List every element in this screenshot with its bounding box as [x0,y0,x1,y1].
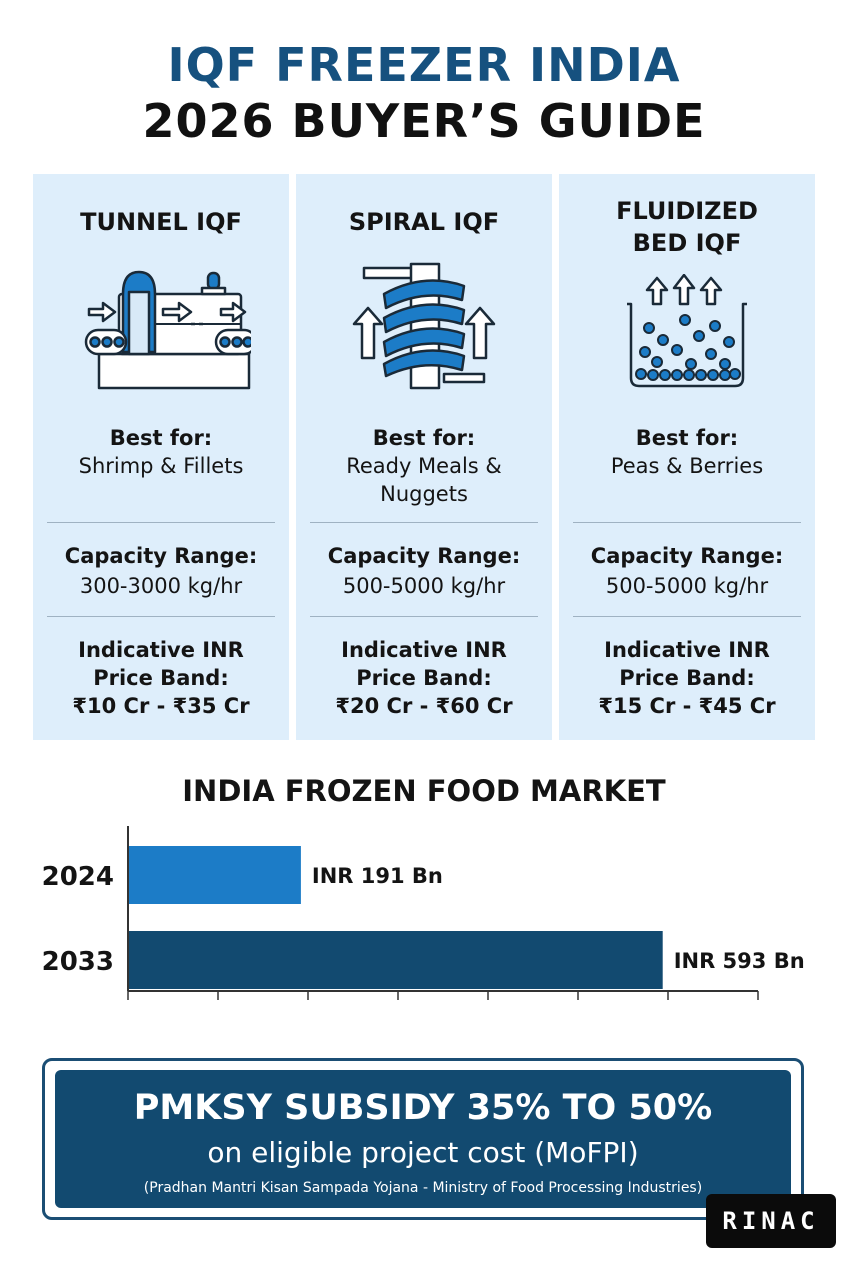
bar-2024 [129,846,301,904]
tunnel-freezer-icon [71,264,258,404]
capacity-label: Capacity Range: [327,544,521,568]
card-fluidized-bed-iqf: FLUIDIZED BED IQF Best for: Peas & Berri… [559,174,815,740]
subsidy-banner-panel: PMKSY SUBSIDY 35% TO 50% on eligible pro… [55,1070,791,1208]
spiral-freezer-icon [334,258,514,398]
title-line-2: 2026 BUYER’S GUIDE [142,94,706,148]
capacity-value: 500-5000 kg/hr [605,574,769,598]
subsidy-banner: PMKSY SUBSIDY 35% TO 50% on eligible pro… [42,1058,804,1220]
best-for-label: Best for: [372,426,476,450]
price-label-line-2: Price Band: [619,666,755,690]
price-label-line-1: Indicative INR [78,638,244,662]
divider [573,522,801,523]
divider [573,616,801,617]
divider [310,616,538,617]
value-label-2024: INR 191 Bn [312,864,443,888]
subsidy-subline: on eligible project cost (MoFPI) [207,1136,639,1169]
divider [310,522,538,523]
category-label-2033: 2033 [42,947,114,977]
best-for-label: Best for: [635,426,739,450]
card-title: SPIRAL IQF [348,208,500,236]
divider [47,522,275,523]
price-label-line-2: Price Band: [93,666,229,690]
subsidy-headline: PMKSY SUBSIDY 35% TO 50% [133,1088,713,1128]
price-value: ₹20 Cr - ₹60 Cr [335,694,513,718]
price-value: ₹15 Cr - ₹45 Cr [598,694,776,718]
capacity-label: Capacity Range: [64,544,258,568]
price-label-line-2: Price Band: [356,666,492,690]
card-title-line-2: BED IQF [632,229,742,257]
price-label-line-1: Indicative INR [341,638,507,662]
card-title-line-1: FLUIDIZED [616,197,758,225]
best-for-value: Peas & Berries [610,454,764,478]
subsidy-note: (Pradhan Mantri Kisan Sampada Yojana - M… [143,1180,703,1196]
category-label-2024: 2024 [42,862,114,892]
card-title: TUNNEL IQF [80,208,242,236]
best-for-value-line-2: Nuggets [380,482,468,506]
value-label-2033: INR 593 Bn [674,949,805,973]
capacity-value: 300-3000 kg/hr [79,574,243,598]
card-tunnel-iqf: TUNNEL IQF [33,174,289,740]
chart-title: INDIA FROZEN FOOD MARKET [182,774,666,808]
divider [47,616,275,617]
capacity-value: 500-5000 kg/hr [342,574,506,598]
bar-2033 [129,931,663,989]
best-for-value-line-1: Ready Meals & [346,454,502,478]
capacity-label: Capacity Range: [590,544,784,568]
best-for-value: Shrimp & Fillets [78,454,244,478]
price-label-line-1: Indicative INR [604,638,770,662]
rinac-logo: RINAC [706,1194,836,1248]
market-bar-chart: 2024 INR 191 Bn 2033 INR 593 Bn [42,826,805,1000]
price-value: ₹10 Cr - ₹35 Cr [72,694,250,718]
best-for-label: Best for: [109,426,213,450]
card-spiral-iqf: SPIRAL IQF Best for: Ready Meals & Nugge… [296,174,552,740]
fluidized-bed-icon [597,273,777,414]
title-line-1: IQF FREEZER INDIA [167,38,681,92]
